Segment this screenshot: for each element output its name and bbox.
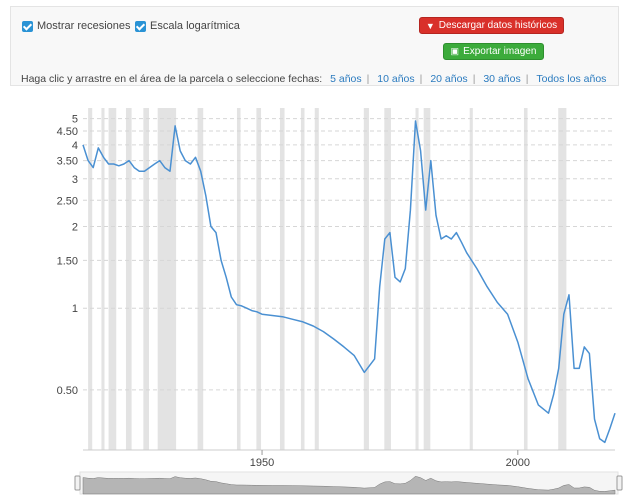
navigator-handle-left	[74, 475, 81, 491]
image-icon: ▣	[450, 46, 460, 56]
recession-band	[125, 108, 132, 450]
recession-band	[384, 108, 391, 450]
y-tick-label: 3.50	[57, 156, 78, 168]
date-range-selector: Haga clic y arrastre en el área de la pa…	[21, 73, 607, 85]
recession-band	[101, 108, 105, 450]
series-line	[82, 120, 616, 444]
recessions-label: Mostrar recesiones	[37, 20, 131, 32]
y-tick-label: 3	[72, 174, 78, 186]
range-all[interactable]: Todos los años	[536, 73, 607, 85]
recession-band	[256, 108, 262, 450]
recession-band	[108, 108, 117, 450]
range-30y[interactable]: 30 años	[483, 73, 521, 85]
controls-panel: Mostrar recesiones Escala logarítmica ▼ …	[10, 6, 619, 86]
navigator-handle-right	[616, 475, 623, 491]
download-data-button[interactable]: ▼ Descargar datos históricos	[419, 17, 564, 34]
range-5y[interactable]: 5 años	[330, 73, 362, 85]
log-scale-checkbox[interactable]: Escala logarítmica	[135, 20, 240, 32]
checkbox-checked-icon	[135, 20, 146, 32]
recession-band	[523, 108, 528, 450]
recession-band	[363, 108, 369, 450]
export-image-label: Exportar imagen	[463, 46, 537, 57]
navigator-series	[82, 476, 616, 495]
y-tick-label: 5	[72, 114, 78, 126]
y-tick-label: 1	[72, 303, 78, 315]
recession-band	[469, 108, 473, 450]
log-scale-label: Escala logarítmica	[150, 20, 240, 32]
recession-band	[423, 108, 431, 450]
recession-band	[197, 108, 204, 450]
x-tick-label: 1950	[250, 457, 274, 469]
recession-band	[88, 108, 93, 450]
y-tick-label: 0.50	[57, 385, 78, 397]
recession-band	[279, 108, 285, 450]
download-icon: ▼	[425, 20, 435, 31]
x-tick-label: 2000	[506, 457, 530, 469]
recession-band	[236, 108, 241, 450]
export-image-button[interactable]: ▣ Exportar imagen	[443, 43, 544, 60]
recession-band	[314, 108, 319, 450]
recession-band	[157, 108, 177, 450]
checkbox-checked-icon	[22, 20, 33, 32]
y-tick-label: 2.50	[57, 195, 78, 207]
recession-band	[558, 108, 567, 450]
recession-band	[415, 108, 419, 450]
y-tick-label: 4.50	[57, 126, 78, 138]
y-tick-label: 1.50	[57, 255, 78, 267]
recession-band	[300, 108, 305, 450]
range-prompt: Haga clic y arrastre en el área de la pa…	[21, 73, 323, 85]
range-20y[interactable]: 20 años	[430, 73, 468, 85]
recessions-checkbox[interactable]: Mostrar recesiones	[22, 20, 131, 32]
download-data-label: Descargar datos históricos	[438, 20, 558, 31]
range-10y[interactable]: 10 años	[377, 73, 415, 85]
y-tick-label: 2	[72, 222, 78, 234]
recession-band	[143, 108, 149, 450]
y-tick-label: 4	[72, 140, 78, 152]
